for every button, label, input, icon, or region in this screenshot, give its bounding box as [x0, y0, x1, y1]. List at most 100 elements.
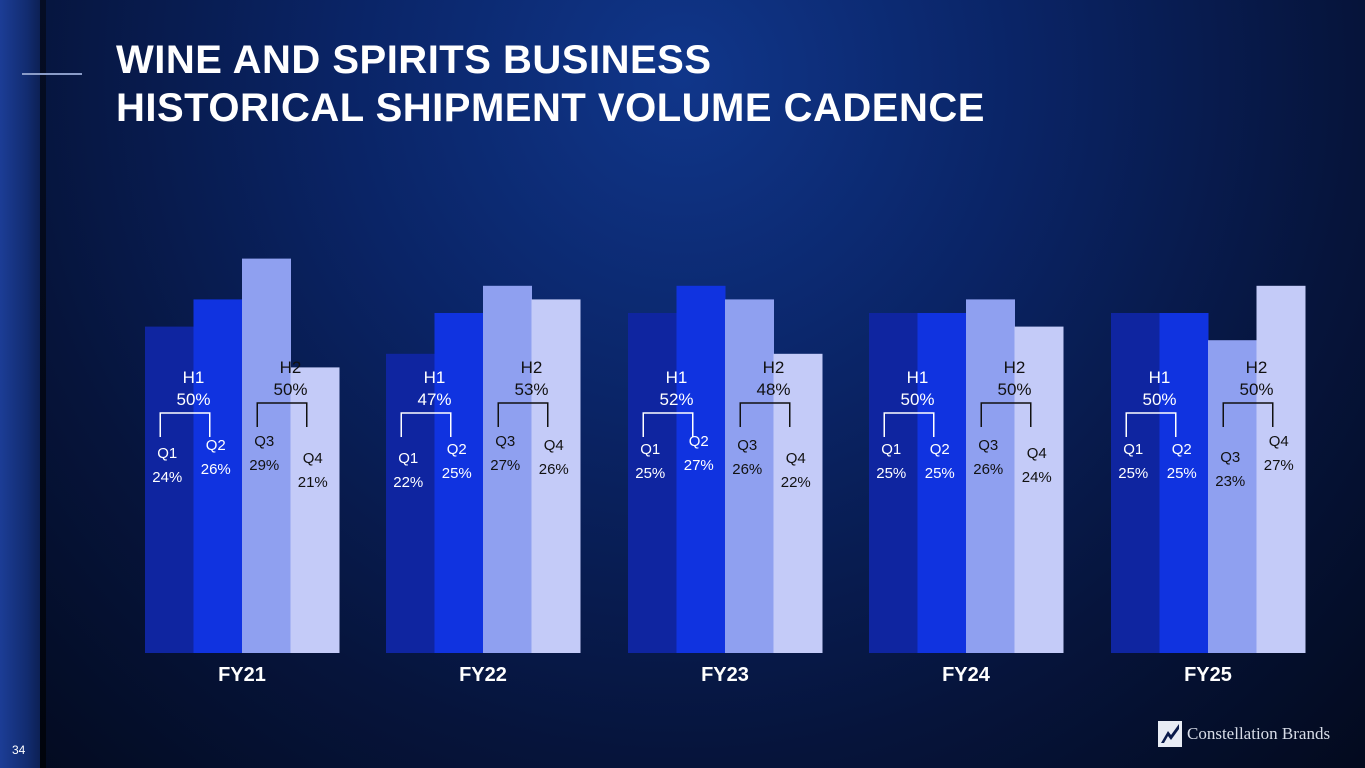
bar-fy25-q2 [1159, 313, 1209, 653]
bar-fy25-q3 [1208, 340, 1257, 653]
logo-text: Constellation Brands [1187, 724, 1331, 743]
value-label-fy24-q2: 25% [925, 465, 955, 482]
value-label-fy21-q2: 26% [201, 461, 231, 478]
value-label-fy24-q1: 25% [876, 465, 906, 482]
half-name-fy23-h2: H2 [763, 358, 785, 377]
constellation-logo-icon [1158, 721, 1182, 747]
half-name-fy24-h1: H1 [907, 368, 929, 387]
bar-fy21-q3 [242, 258, 291, 653]
quarter-label-fy21-q3: Q3 [254, 433, 274, 450]
title-line-1: WINE AND SPIRITS BUSINESS [116, 38, 712, 82]
half-name-fy23-h1: H1 [666, 368, 688, 387]
value-label-fy22-q3: 27% [490, 457, 520, 474]
half-name-fy25-h1: H1 [1149, 368, 1171, 387]
bracket-fy22-h2 [497, 402, 549, 427]
quarter-label-fy24-q4: Q4 [1027, 445, 1047, 462]
left-accent-bar [0, 0, 45, 768]
quarter-label-fy23-q4: Q4 [786, 450, 806, 467]
half-value-fy24-h2: 50% [997, 380, 1031, 399]
quarter-label-fy22-q3: Q3 [495, 433, 515, 450]
half-value-fy23-h1: 52% [659, 390, 693, 409]
bar-fy24-q4 [1014, 326, 1064, 653]
category-label-fy21: FY21 [218, 664, 266, 686]
half-name-fy22-h2: H2 [521, 358, 543, 377]
half-value-fy23-h2: 48% [756, 380, 790, 399]
bracket-fy22-h1 [400, 412, 452, 437]
quarter-label-fy25-q3: Q3 [1220, 449, 1240, 466]
half-name-fy25-h2: H2 [1246, 358, 1268, 377]
quarter-label-fy23-q3: Q3 [737, 437, 757, 454]
slide-title: WINE AND SPIRITS BUSINESS HISTORICAL SHI… [116, 36, 985, 132]
left-accent-edge [40, 0, 46, 768]
category-label-fy23: FY23 [701, 664, 749, 686]
value-label-fy25-q1: 25% [1118, 465, 1148, 482]
bracket-fy24-h2 [980, 402, 1032, 427]
bar-fy22-q1 [386, 353, 435, 653]
half-value-fy25-h2: 50% [1239, 380, 1273, 399]
company-logo: Constellation Brands [1158, 721, 1330, 747]
quarter-label-fy24-q2: Q2 [930, 441, 950, 458]
bracket-fy24-h1 [883, 412, 935, 437]
value-label-fy23-q3: 26% [732, 461, 762, 478]
bar-fy22-q2 [434, 313, 484, 653]
category-label-fy24: FY24 [942, 664, 991, 686]
half-value-fy24-h1: 50% [900, 390, 934, 409]
title-accent-line [22, 73, 82, 75]
bar-fy23-q3 [725, 299, 774, 653]
value-label-fy21-q4: 21% [298, 474, 328, 491]
quarter-label-fy22-q2: Q2 [447, 441, 467, 458]
bar-fy24-q3 [966, 299, 1015, 653]
bar-fy21-q1 [145, 326, 194, 653]
value-label-fy25-q2: 25% [1167, 465, 1197, 482]
page-number: 34 [12, 743, 26, 757]
bracket-fy25-h1 [1125, 412, 1177, 437]
bracket-fy25-h2 [1222, 402, 1274, 427]
bar-fy24-q2 [917, 313, 967, 653]
quarter-label-fy25-q4: Q4 [1269, 433, 1289, 450]
value-label-fy22-q2: 25% [442, 465, 472, 482]
bracket-fy21-h1 [159, 412, 211, 437]
quarter-label-fy23-q2: Q2 [689, 433, 709, 450]
half-name-fy21-h1: H1 [183, 368, 205, 387]
quarter-label-fy22-q1: Q1 [398, 450, 418, 467]
quarter-label-fy25-q2: Q2 [1172, 441, 1192, 458]
quarter-label-fy23-q1: Q1 [640, 441, 660, 458]
half-name-fy22-h1: H1 [424, 368, 446, 387]
value-label-fy24-q4: 24% [1022, 469, 1052, 486]
category-label-fy22: FY22 [459, 664, 507, 686]
bar-fy22-q4 [531, 299, 581, 653]
value-label-fy25-q4: 27% [1264, 457, 1294, 474]
quarter-label-fy24-q3: Q3 [978, 437, 998, 454]
value-label-fy22-q4: 26% [539, 461, 569, 478]
bar-fy23-q1 [628, 313, 677, 653]
quarter-label-fy22-q4: Q4 [544, 437, 564, 454]
value-label-fy23-q1: 25% [635, 465, 665, 482]
bar-fy21-q2 [193, 299, 243, 653]
bracket-fy21-h2 [256, 402, 308, 427]
value-label-fy25-q3: 23% [1215, 473, 1245, 490]
half-value-fy22-h1: 47% [417, 390, 451, 409]
category-label-fy25: FY25 [1184, 664, 1232, 686]
value-label-fy23-q4: 22% [781, 474, 811, 491]
half-name-fy24-h2: H2 [1004, 358, 1026, 377]
quarter-label-fy25-q1: Q1 [1123, 441, 1143, 458]
quarter-label-fy21-q1: Q1 [157, 445, 177, 462]
half-value-fy22-h2: 53% [514, 380, 548, 399]
bar-fy22-q3 [483, 285, 532, 653]
bar-fy21-q4 [290, 367, 340, 653]
half-value-fy21-h1: 50% [176, 390, 210, 409]
bar-fy24-q1 [869, 313, 918, 653]
bar-fy23-q2 [676, 285, 726, 653]
value-label-fy22-q1: 22% [393, 474, 423, 491]
value-label-fy21-q3: 29% [249, 457, 279, 474]
value-label-fy21-q1: 24% [152, 469, 182, 486]
half-name-fy21-h2: H2 [280, 358, 302, 377]
bracket-fy23-h1 [642, 412, 694, 437]
quarter-label-fy24-q1: Q1 [881, 441, 901, 458]
half-value-fy21-h2: 50% [273, 380, 307, 399]
value-label-fy23-q2: 27% [684, 457, 714, 474]
quarter-label-fy21-q2: Q2 [206, 437, 226, 454]
bar-fy25-q1 [1111, 313, 1160, 653]
value-label-fy24-q3: 26% [973, 461, 1003, 478]
